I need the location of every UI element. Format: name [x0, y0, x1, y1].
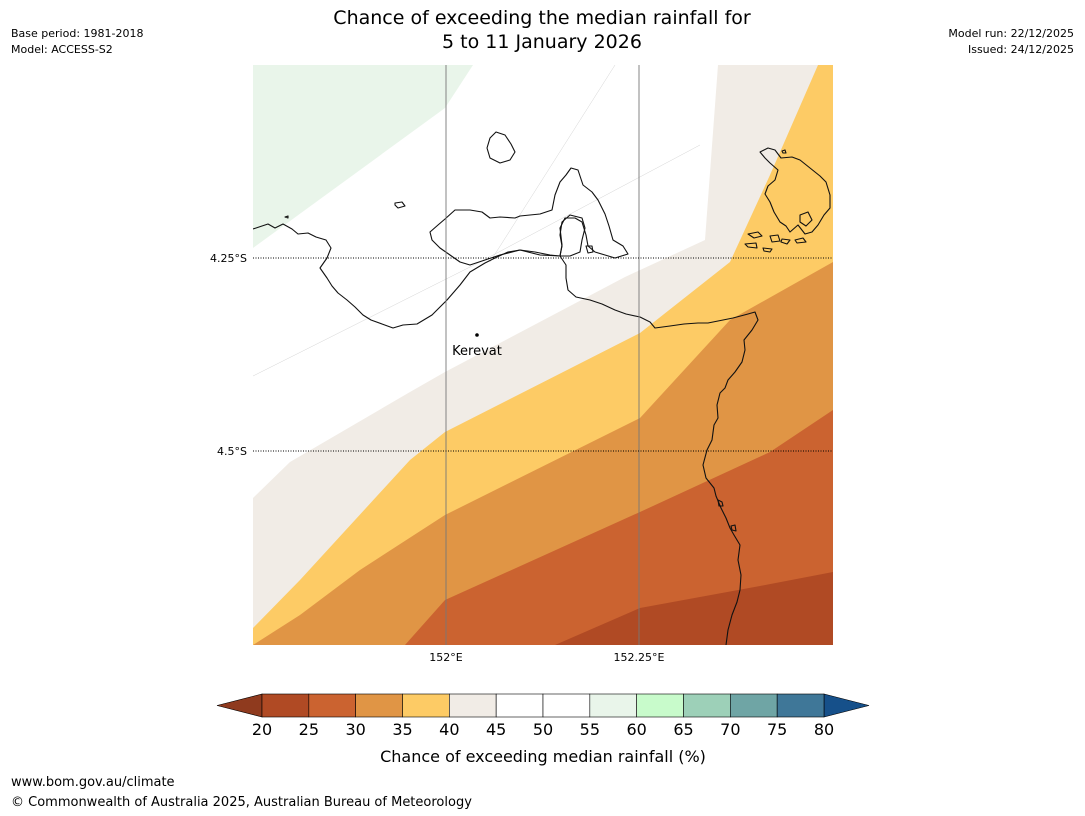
model-info: Base period: 1981-2018 Model: ACCESS-S2 — [11, 26, 143, 58]
colorbar-tick-label: 45 — [486, 720, 506, 739]
colorbar-tick-label: 30 — [345, 720, 365, 739]
coastlines — [253, 131, 831, 645]
colorbar-swatch — [730, 693, 778, 718]
colorbar: 20 25 30 35 40 45 50 55 60 65 70 75 80 Chance of exc… — [216, 693, 870, 766]
colorbar-tick-label: 55 — [580, 720, 600, 739]
colorbar-tick-label: 70 — [720, 720, 740, 739]
map-panel: Kerevat — [253, 65, 833, 645]
colorbar-tick-label: 80 — [814, 720, 834, 739]
colorbar-tick-label: 25 — [299, 720, 319, 739]
issued-date: Issued: 24/12/2025 — [967, 43, 1074, 56]
lon-label-152e: 152°E — [429, 651, 462, 664]
colorbar-tick-label: 40 — [439, 720, 459, 739]
colorbar-swatch — [308, 693, 356, 718]
islet-1 — [585, 245, 594, 254]
islet-5 — [730, 524, 737, 532]
islet-3 — [284, 215, 289, 219]
gazelle-peninsula-coast — [253, 223, 759, 645]
colorbar-swatch — [589, 693, 637, 718]
duke-of-york-islands — [759, 147, 831, 235]
colorbar-tick-label: 65 — [673, 720, 693, 739]
colorbar-tick-label: 20 — [252, 720, 272, 739]
colorbar-swatch — [683, 693, 731, 718]
watom-island — [486, 131, 516, 164]
duke-islet-5 — [762, 247, 773, 253]
colorbar-swatch — [402, 693, 450, 718]
model-name: Model: ACCESS-S2 — [11, 43, 113, 56]
footer-copyright: © Commonwealth of Australia 2025, Austra… — [11, 795, 472, 810]
band-25-30 — [253, 410, 833, 645]
duke-islet-6 — [780, 238, 791, 245]
islet-2 — [394, 201, 406, 209]
title-line-2: 5 to 11 January 2026 — [442, 31, 642, 53]
duke-islet-2 — [769, 234, 781, 243]
band-20-25 — [555, 572, 833, 645]
islet-4 — [717, 499, 724, 507]
duke-islet-4 — [744, 242, 758, 249]
lon-label-152-25e: 152.25°E — [614, 651, 665, 664]
crater-headland — [559, 214, 586, 257]
colorbar-label: Chance of exceeding median rainfall (%) — [380, 747, 706, 766]
colorbar-swatch — [261, 693, 310, 718]
model-run-date: Model run: 22/12/2025 — [948, 27, 1074, 40]
colorbar-tick-label: 60 — [626, 720, 646, 739]
duke-islet-1 — [747, 231, 763, 239]
lat-label-4-5s: 4.5°S — [217, 445, 247, 458]
band-55-60 — [253, 65, 473, 248]
lat-label-4-25s: 4.25°S — [210, 252, 247, 265]
colorbar-swatch — [636, 693, 684, 718]
duke-islet-7 — [799, 211, 813, 227]
colorbar-swatch — [355, 693, 403, 718]
blanche-bay-coast — [429, 167, 629, 266]
duke-islet-3 — [794, 237, 807, 244]
base-period: Base period: 1981-2018 — [11, 27, 144, 40]
colorbar-under-arrow — [216, 693, 263, 718]
kerevat-label: Kerevat — [452, 344, 502, 359]
footer-url[interactable]: www.bom.gov.au/climate — [11, 775, 175, 790]
axis-labels: 4.25°S 4.5°S 152°E 152.25°E — [210, 252, 664, 664]
page-title: Chance of exceeding the median rainfall … — [242, 6, 842, 54]
colorbar-swatch — [776, 693, 825, 718]
colorbar-tick-label: 75 — [767, 720, 787, 739]
run-info: Model run: 22/12/2025 Issued: 24/12/2025 — [948, 26, 1074, 58]
colorbar-tick-label: 50 — [533, 720, 553, 739]
colorbar-swatch — [449, 693, 497, 718]
colorbar-swatch — [495, 693, 544, 718]
title-line-1: Chance of exceeding the median rainfall … — [333, 7, 751, 29]
kerevat-marker — [475, 333, 479, 337]
graticule — [253, 65, 833, 645]
duke-islet-8 — [781, 149, 787, 154]
colorbar-over-arrow — [823, 693, 870, 718]
colorbar-tick-label: 35 — [392, 720, 412, 739]
colorbar-swatch — [542, 693, 591, 718]
